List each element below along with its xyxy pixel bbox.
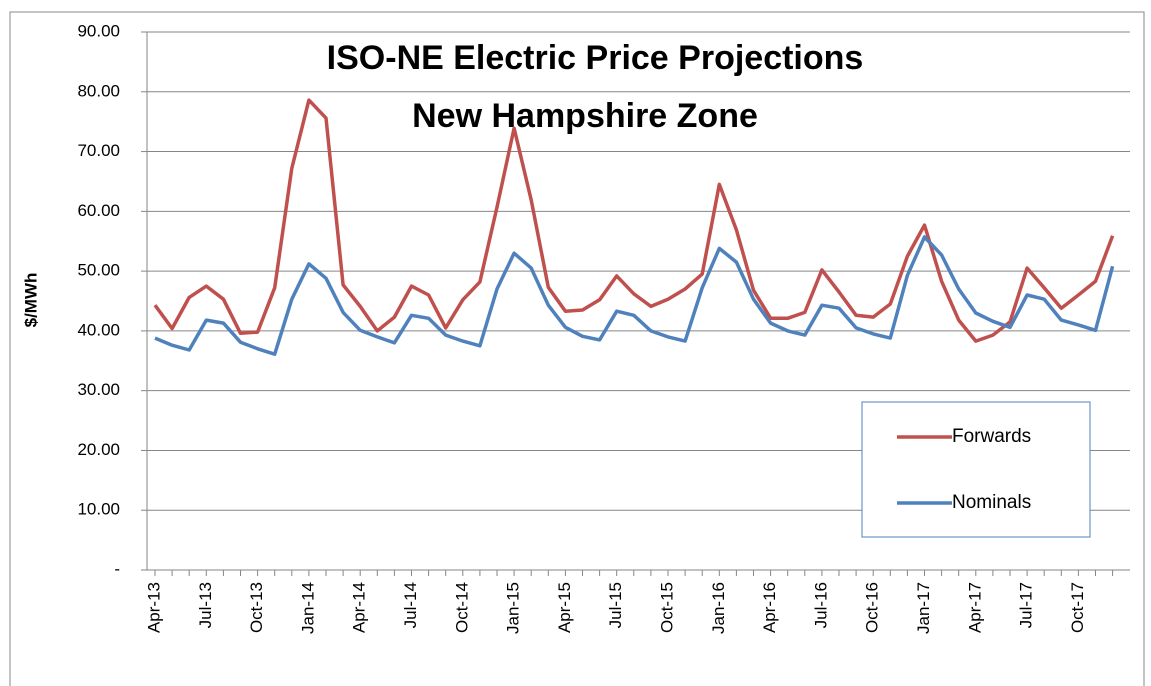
y-tick-label: - — [114, 559, 120, 578]
x-tick-label: Apr-15 — [555, 582, 574, 633]
x-tick-label: Oct-15 — [657, 582, 676, 633]
x-tick-label: Oct-13 — [247, 582, 266, 633]
x-tick-label: Jan-17 — [914, 582, 933, 634]
legend-box — [861, 401, 1091, 538]
chart-subtitle: New Hampshire Zone — [412, 97, 758, 135]
y-tick-label: 90.00 — [77, 21, 120, 40]
y-tick-label: 40.00 — [77, 320, 120, 339]
x-tick-label: Oct-17 — [1068, 582, 1087, 633]
x-tick-label: Jul-14 — [401, 582, 420, 628]
x-tick-label: Oct-14 — [452, 582, 471, 633]
x-tick-label: Jul-13 — [196, 582, 215, 628]
x-tick-label: Jul-15 — [606, 582, 625, 628]
x-tick-label: Apr-16 — [760, 582, 779, 633]
series-line — [153, 98, 1115, 343]
chart-title: ISO-NE Electric Price Projections — [327, 39, 864, 77]
x-tick-label: Jul-17 — [1017, 582, 1036, 628]
x-tick-label: Jan-16 — [709, 582, 728, 634]
x-tick-label: Apr-14 — [350, 582, 369, 633]
y-tick-label: 10.00 — [77, 500, 120, 519]
y-axis-label: $/MWh — [21, 273, 40, 328]
y-tick-label: 70.00 — [77, 141, 120, 160]
chart-frame — [9, 11, 1145, 686]
x-tick-label: Jul-16 — [811, 582, 830, 628]
x-tick-label: Oct-16 — [863, 582, 882, 633]
y-tick-label: 20.00 — [77, 440, 120, 459]
x-tick-label: Jan-14 — [298, 582, 317, 634]
x-tick-label: Apr-17 — [965, 582, 984, 633]
x-tick-label: Apr-13 — [144, 582, 163, 633]
y-tick-label: 30.00 — [77, 380, 120, 399]
x-tick-label: Jan-15 — [504, 582, 523, 634]
y-tick-label: 60.00 — [77, 201, 120, 220]
legend-label: Nominals — [952, 492, 1031, 513]
series-line — [154, 235, 1115, 356]
y-tick-label: 50.00 — [77, 261, 120, 280]
y-tick-label: 80.00 — [77, 81, 120, 100]
legend-label: Forwards — [952, 426, 1031, 447]
